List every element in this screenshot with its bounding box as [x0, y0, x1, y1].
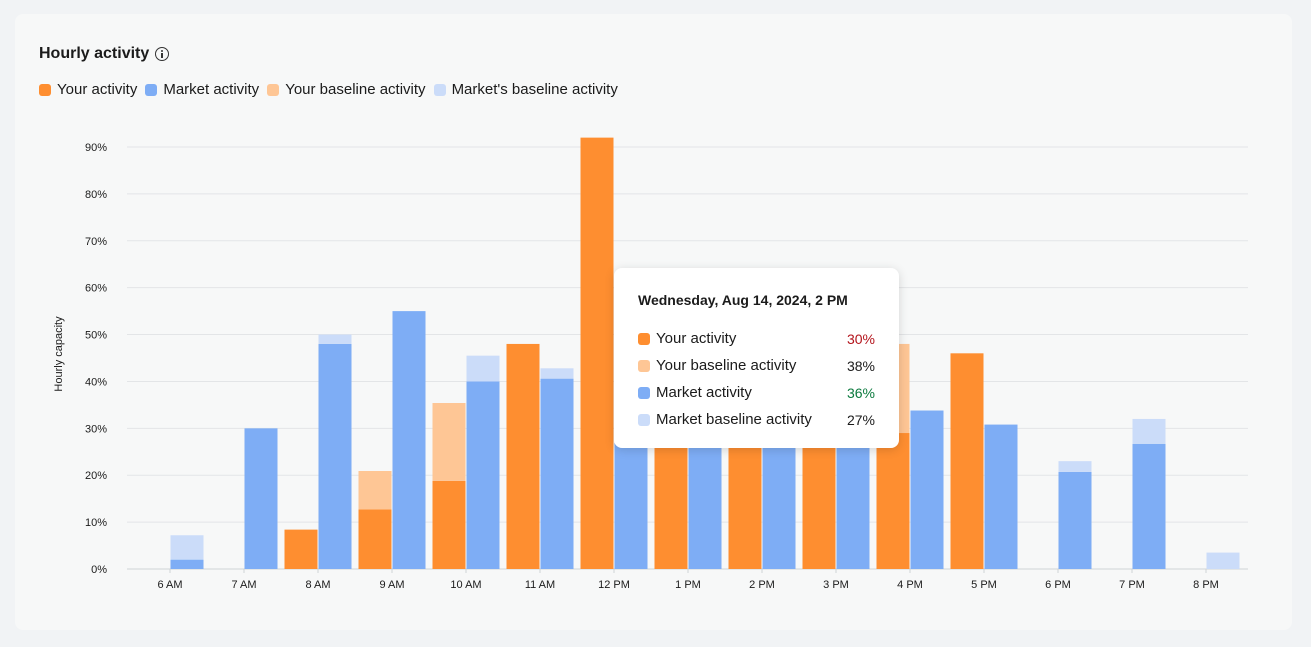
legend-item-market-baseline-activity[interactable]: Market's baseline activity [433, 81, 618, 98]
bar-market-baseline [1132, 418, 1166, 444]
bar-market-activity [466, 381, 500, 569]
x-tick-label: 2 PM [749, 579, 775, 591]
bar-market-baseline [466, 355, 500, 382]
legend-label: Market activity [163, 81, 260, 98]
legend-swatch-market-activity [145, 83, 158, 96]
legend-swatch-your-baseline [267, 83, 280, 96]
legend-item-your-activity[interactable]: Your activity [39, 81, 137, 98]
tooltip-label: Market baseline activity [656, 411, 812, 428]
bar-your-activity [876, 433, 910, 569]
x-tick-label: 8 AM [305, 579, 330, 591]
bar-your-activity [506, 343, 540, 569]
legend-label: Your baseline activity [285, 81, 426, 98]
x-tick-label: 11 AM [525, 579, 555, 591]
bar-market-activity [614, 442, 648, 569]
tooltip-swatch-market-activity [638, 386, 650, 399]
tooltip-value: 27% [846, 411, 875, 428]
y-tick-label: 40% [85, 376, 107, 388]
x-tick-label: 7 PM [1119, 579, 1145, 591]
y-tick-label: 60% [85, 283, 107, 295]
y-tick-label: 30% [85, 423, 107, 435]
legend-label: Your activity [57, 81, 138, 98]
tooltip-swatch-your-activity [638, 332, 650, 345]
bar-market-baseline [1206, 552, 1240, 569]
y-tick-label: 70% [85, 236, 107, 248]
chart-title-row: Hourly activity [39, 45, 170, 63]
bar-market-activity [910, 410, 944, 569]
x-tick-label: 12 PM [598, 579, 630, 591]
bar-your-activity [580, 137, 614, 569]
chart-axes: 0% 10% 20% 30% 40% 50% 60% 70% 80% 90% 6 AM 7 AM 8 A… [85, 142, 1219, 591]
tooltip-swatch-your-baseline [638, 359, 650, 372]
tooltip-row-market-activity: Market activity 36% [638, 379, 875, 406]
tooltip-title: Wednesday, Aug 14, 2024, 2 PM [638, 292, 848, 308]
y-tick-label: 20% [85, 470, 107, 482]
tooltip-value: 38% [846, 357, 875, 374]
bar-market-activity [1058, 471, 1092, 569]
tooltip-row-your-baseline: Your baseline activity 38% [638, 352, 875, 379]
x-tick-label: 9 AM [379, 579, 404, 591]
bar-your-activity [728, 442, 762, 569]
y-tick-label: 50% [85, 330, 107, 342]
y-tick-label: 80% [85, 189, 107, 201]
bar-market-activity [762, 442, 796, 569]
tooltip-value: 30% [846, 330, 875, 347]
bar-market-activity [984, 424, 1018, 569]
y-axis-label: Hourly capacity [53, 316, 65, 392]
legend-label: Market's baseline activity [451, 81, 618, 98]
x-tick-label: 6 AM [157, 579, 182, 591]
x-tick-label: 6 PM [1045, 579, 1071, 591]
y-tick-label: 90% [85, 142, 107, 154]
legend-item-your-baseline-activity[interactable]: Your baseline activity [267, 81, 426, 98]
legend-swatch-market-baseline [433, 83, 446, 96]
y-tick-label: 0% [91, 564, 107, 576]
info-icon[interactable] [155, 47, 170, 61]
chart-legend: Your activity Market activity Your basel… [39, 81, 626, 98]
x-tick-label: 8 PM [1193, 579, 1219, 591]
tooltip-value: 36% [846, 384, 875, 401]
chart-bars [170, 137, 1240, 569]
bar-market-activity [392, 311, 426, 569]
bar-your-activity [950, 353, 984, 569]
bar-market-baseline [170, 535, 204, 560]
legend-swatch-your-activity [39, 83, 51, 96]
x-tick-label: 7 AM [231, 579, 256, 591]
bar-market-activity [244, 428, 278, 569]
x-tick-label: 1 PM [675, 579, 701, 591]
x-tick-label: 10 AM [450, 579, 481, 591]
bar-your-activity [358, 509, 392, 569]
bar-your-activity [284, 529, 318, 569]
bar-your-baseline [358, 471, 392, 510]
bar-market-activity [688, 442, 722, 569]
bar-your-activity [432, 480, 466, 569]
legend-item-market-activity[interactable]: Market activity [145, 81, 259, 98]
tooltip-label: Your baseline activity [656, 357, 797, 374]
bar-market-activity [836, 442, 870, 569]
tooltip-swatch-market-baseline [638, 413, 650, 426]
bar-market-baseline [318, 334, 352, 344]
bar-your-activity [654, 442, 688, 569]
tooltip-row-market-baseline: Market baseline activity 27% [638, 406, 875, 433]
y-tick-label: 10% [85, 517, 107, 529]
bar-market-activity [170, 559, 204, 569]
bar-market-activity [540, 378, 574, 569]
bar-market-activity [318, 343, 352, 569]
tooltip-label: Market activity [656, 384, 752, 401]
bar-your-activity [802, 442, 836, 569]
bar-your-baseline [432, 403, 466, 481]
x-tick-label: 4 PM [897, 579, 923, 591]
bar-market-activity [1132, 443, 1166, 569]
bar-market-baseline [1058, 461, 1092, 472]
bar-market-baseline [540, 368, 574, 379]
x-tick-label: 3 PM [823, 579, 849, 591]
chart-title: Hourly activity [39, 45, 150, 62]
tooltip-row-your-activity: Your activity 30% [638, 325, 875, 352]
x-tick-label: 5 PM [971, 579, 997, 591]
tooltip-label: Your activity [656, 330, 737, 347]
chart-tooltip: Wednesday, Aug 14, 2024, 2 PM Your activ… [614, 268, 899, 448]
